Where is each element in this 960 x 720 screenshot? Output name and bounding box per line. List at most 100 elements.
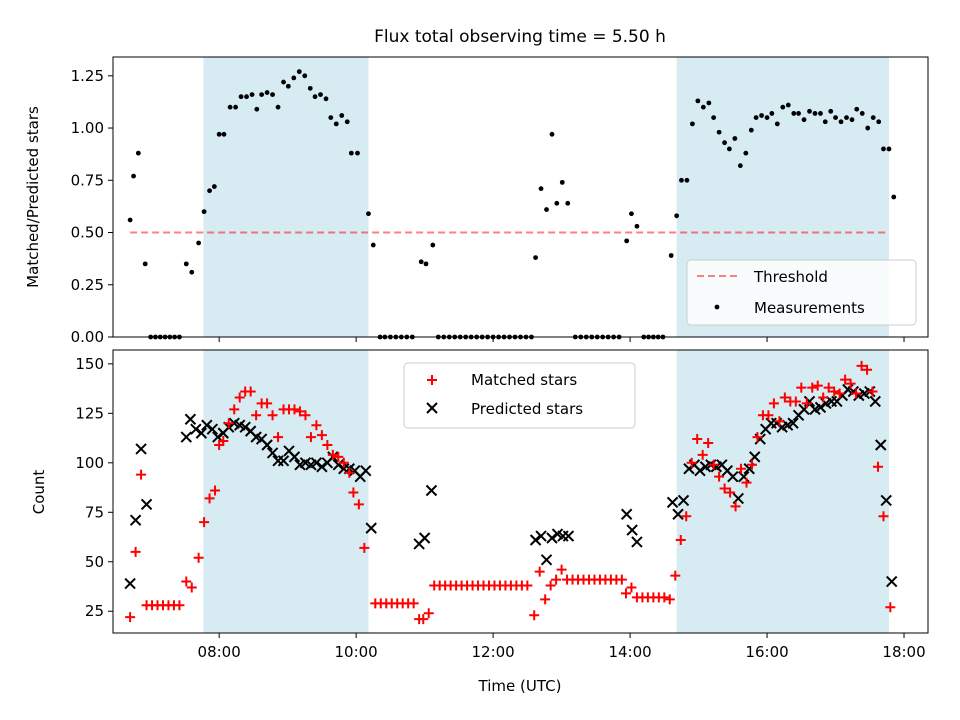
measurement-point xyxy=(828,108,834,114)
matched-star-point xyxy=(186,582,197,593)
predicted-star-point xyxy=(787,417,799,429)
measurement-point xyxy=(312,94,318,100)
bottom-y-axis: 25 50 75 100 125 150 xyxy=(75,355,113,620)
top-panel: 0.00 0.25 0.50 0.75 1.00 1.25 Matched/Predict… xyxy=(24,56,929,346)
measurement-point xyxy=(726,146,732,152)
matched-star-point xyxy=(878,511,889,522)
measurement-point xyxy=(281,79,286,85)
predicted-star-point xyxy=(666,496,679,509)
predicted-star-point xyxy=(672,508,684,520)
bottom-y-tick-label: 150 xyxy=(75,355,104,373)
predicted-legend-label: Predicted stars xyxy=(471,400,583,418)
matched-star-point xyxy=(348,487,359,498)
measurement-point xyxy=(244,94,249,100)
bottom-y-tick-label: 50 xyxy=(85,553,104,571)
bottom-y-tick-label: 100 xyxy=(75,454,104,472)
measurement-point xyxy=(254,106,260,112)
predicted-star-point xyxy=(880,494,892,507)
matched-star-point xyxy=(529,610,540,621)
matched-star-point xyxy=(774,416,785,427)
matched-star-point xyxy=(300,410,311,421)
matched-star-point xyxy=(556,564,567,575)
matched-legend-label: Matched stars xyxy=(471,371,577,389)
matched-star-point xyxy=(359,542,370,553)
matched-star-point xyxy=(316,430,327,441)
measurement-point xyxy=(238,94,244,100)
bottom-x-tick-label: 12:00 xyxy=(471,643,514,661)
x-axis-label: Time (UTC) xyxy=(478,677,562,695)
matched-star-point xyxy=(796,382,807,393)
measurement-point xyxy=(285,83,291,89)
predicted-star-point xyxy=(180,431,192,443)
measurement-point xyxy=(737,163,743,169)
measurements-legend-swatch xyxy=(714,304,720,310)
top-y-tick-label: 1.00 xyxy=(71,119,104,137)
matched-star-point xyxy=(664,594,675,605)
predicted-star-point xyxy=(332,459,345,471)
matched-star-point xyxy=(703,438,714,449)
matched-legend-swatch xyxy=(427,375,437,385)
matched-star-point xyxy=(692,434,703,445)
observing-window-shade xyxy=(203,57,369,337)
matched-star-point xyxy=(620,588,631,599)
matched-star-point xyxy=(818,392,829,403)
measurement-point xyxy=(201,209,207,215)
matched-star-point xyxy=(752,432,763,443)
predicted-legend-swatch xyxy=(426,402,438,414)
bottom-panel: 25 50 75 100 125 150 08:00 10:00 12:00 14:00 16:0… xyxy=(30,349,929,695)
measurement-point xyxy=(127,217,133,223)
top-y-tick-label: 0.25 xyxy=(71,276,104,294)
bottom-legend: Matched stars Predicted stars xyxy=(403,362,636,429)
matched-stars-series xyxy=(125,360,896,625)
measurement-point xyxy=(780,104,786,110)
predicted-star-point xyxy=(546,532,558,544)
predicted-star-point xyxy=(190,423,202,435)
matched-star-point xyxy=(801,398,812,409)
matched-star-point xyxy=(229,404,240,415)
measurement-point xyxy=(876,119,882,125)
matched-star-point xyxy=(790,396,801,407)
predicted-star-point xyxy=(365,522,377,534)
measurement-point xyxy=(135,150,141,156)
matched-star-point xyxy=(768,398,779,409)
matched-star-point xyxy=(322,439,333,450)
measurement-point xyxy=(785,102,791,108)
observing-window-shade xyxy=(203,350,369,633)
top-axes-frame xyxy=(112,56,929,338)
measurement-point xyxy=(233,104,238,110)
matched-star-point xyxy=(136,469,147,480)
predicted-star-point xyxy=(140,498,153,511)
measurement-point xyxy=(565,200,571,206)
matched-star-point xyxy=(423,608,434,619)
measurement-point xyxy=(700,104,706,110)
matched-star-point xyxy=(540,594,551,605)
predicted-star-point xyxy=(206,423,219,435)
matched-star-point xyxy=(867,386,878,397)
measurement-point xyxy=(275,104,281,110)
measurement-point xyxy=(302,73,308,79)
measurement-point xyxy=(812,111,818,116)
predicted-star-point xyxy=(529,534,542,546)
bottom-x-tick-label: 08:00 xyxy=(198,643,241,661)
measurement-point xyxy=(684,177,690,183)
measurement-point xyxy=(333,121,339,127)
measurement-point xyxy=(759,113,764,118)
measurement-point xyxy=(142,261,148,267)
measurement-point xyxy=(624,238,630,244)
matched-star-point xyxy=(730,501,741,512)
measurement-point xyxy=(259,92,265,98)
measurement-point xyxy=(859,111,865,116)
measurement-point xyxy=(430,242,436,248)
measurement-point xyxy=(366,211,371,217)
predicted-star-point xyxy=(694,465,706,477)
matched-star-point xyxy=(856,360,867,371)
measurement-point xyxy=(822,119,828,125)
matched-star-point xyxy=(763,410,774,421)
matched-star-point xyxy=(659,592,670,603)
predicted-star-point xyxy=(310,457,323,469)
measurement-point xyxy=(344,119,350,125)
measurements-series xyxy=(127,69,897,340)
top-y-tick-label: 1.25 xyxy=(71,67,104,85)
measurement-point xyxy=(849,117,855,123)
